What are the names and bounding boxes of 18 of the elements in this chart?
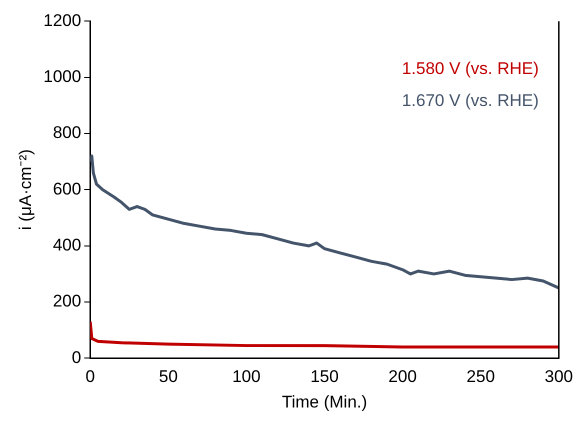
y-tick-label: 800 — [52, 123, 82, 142]
x-tick-label: 150 — [310, 367, 339, 386]
y-tick-label: 400 — [52, 236, 82, 255]
x-tick-label: 0 — [85, 367, 95, 386]
text: 1.580 V (vs. RHE) — [402, 58, 539, 78]
x-tick-label: 200 — [388, 367, 417, 386]
y-tick-label: 600 — [52, 179, 82, 198]
y-tick-label: 1200 — [43, 10, 82, 30]
x-tick-label: 300 — [544, 367, 574, 386]
x-tick-label: 250 — [466, 367, 495, 386]
x-tick-label: 100 — [232, 367, 261, 386]
text: 1.670 V (vs. RHE) — [402, 90, 539, 110]
x-axis-title: Time (Min.) — [282, 392, 368, 412]
y-tick-label: 0 — [72, 348, 82, 367]
y-axis-title: i (μA·cm⁻²) — [16, 149, 35, 230]
y-tick-label: 1000 — [43, 67, 82, 86]
y-tick-label: 200 — [52, 292, 82, 311]
x-tick-label: 50 — [158, 367, 178, 386]
